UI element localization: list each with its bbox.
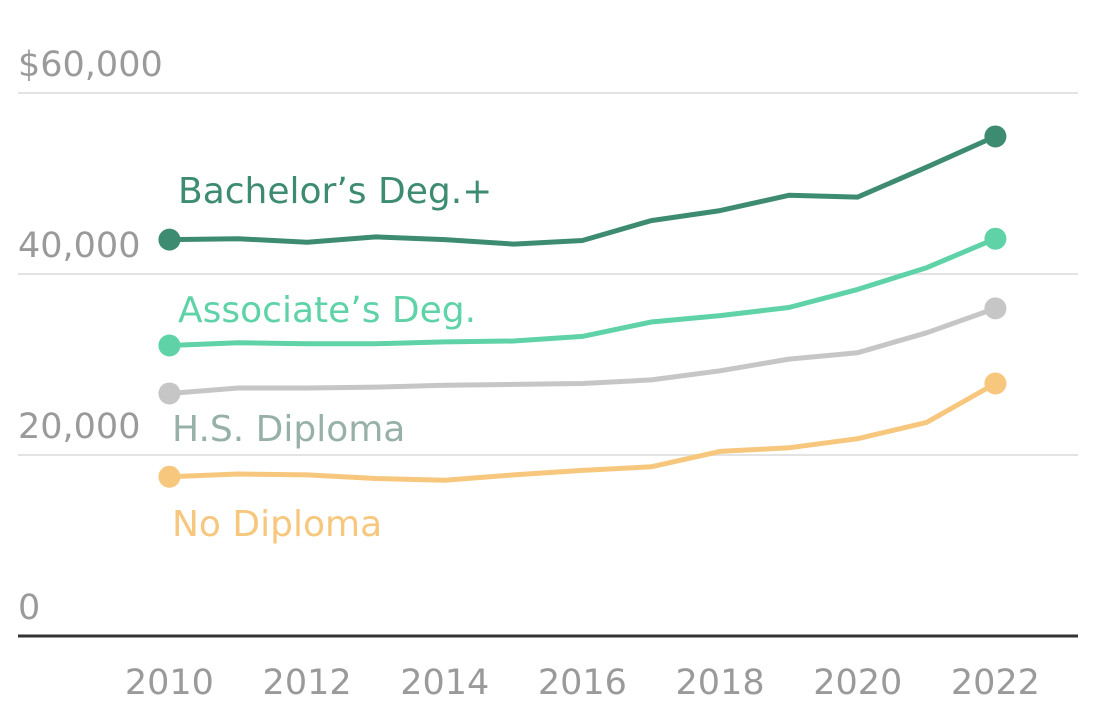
start-point-0 bbox=[158, 228, 181, 251]
start-point-2 bbox=[158, 382, 181, 405]
y-tick-label: 40,000 bbox=[18, 226, 140, 266]
end-point-2 bbox=[984, 297, 1007, 320]
x-tick-label: 2014 bbox=[400, 663, 489, 703]
x-tick-label: 2022 bbox=[951, 663, 1040, 703]
x-tick-label: 2020 bbox=[813, 663, 902, 703]
y-tick-label: $60,000 bbox=[18, 45, 163, 85]
start-point-1 bbox=[158, 334, 181, 357]
series-line-1 bbox=[166, 236, 998, 348]
x-tick-label: 2012 bbox=[263, 663, 352, 703]
end-point-3 bbox=[984, 372, 1007, 395]
y-tick-label: 20,000 bbox=[18, 407, 140, 447]
series-lines bbox=[158, 125, 1007, 488]
series-label-3: No Diploma bbox=[172, 504, 382, 545]
gridlines bbox=[18, 92, 1078, 638]
series-label-1: Associate’s Deg. bbox=[178, 290, 476, 331]
series-label-2: H.S. Diploma bbox=[172, 409, 405, 450]
series-line-0 bbox=[166, 133, 998, 247]
series-label-0: Bachelor’s Deg.+ bbox=[178, 171, 492, 212]
series-labels: Bachelor’s Deg.+ Associate’s Deg. H.S. Dip… bbox=[172, 171, 492, 545]
series-line-2 bbox=[166, 305, 998, 396]
end-point-0 bbox=[984, 125, 1007, 148]
x-axis-ticks: 2010 2012 2014 2016 2018 2020 2022 bbox=[125, 663, 1040, 703]
end-point-1 bbox=[984, 227, 1007, 250]
y-tick-label: 0 bbox=[18, 588, 40, 628]
series-line-3 bbox=[166, 381, 998, 483]
x-tick-label: 2018 bbox=[676, 663, 765, 703]
y-axis-ticks: 0 20,000 40,000 $60,000 bbox=[18, 45, 163, 628]
x-tick-label: 2010 bbox=[125, 663, 214, 703]
start-point-3 bbox=[158, 465, 181, 488]
x-tick-label: 2016 bbox=[538, 663, 627, 703]
